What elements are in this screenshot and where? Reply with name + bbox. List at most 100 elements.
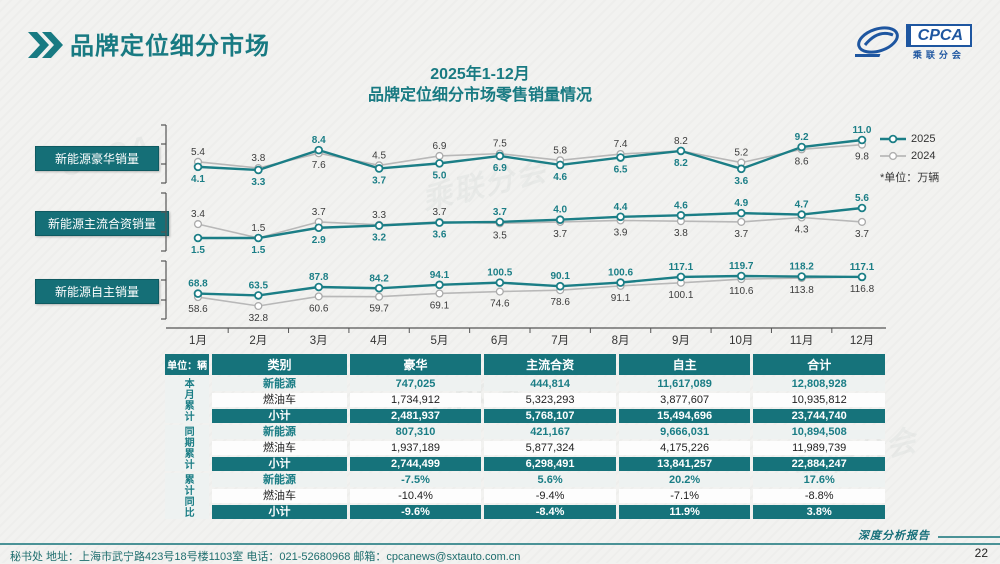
table-cell: 20.2%: [618, 473, 751, 487]
data-point-2025: [555, 160, 565, 170]
data-point-2024: [737, 217, 746, 226]
data-point-2025: [736, 208, 746, 218]
data-point-2025: [495, 217, 505, 227]
table-cell: 小计: [212, 457, 347, 471]
table-column-header: 豪华: [349, 354, 482, 375]
data-label-2024: 3.8: [251, 153, 265, 164]
data-point-2025: [314, 223, 324, 233]
table-row: 小计 2,744,499 6,298,491 13,841,257 22,884,247: [165, 457, 885, 471]
category-box-domestic: 新能源自主销量: [35, 279, 159, 304]
data-label-2025: 6.5: [614, 165, 628, 176]
table-cell: 小计: [212, 505, 347, 519]
legend-marker-2025: [880, 134, 906, 143]
data-point-2025: [374, 283, 384, 293]
category-box-luxury: 新能源豪华销量: [35, 146, 159, 171]
data-label-2025: 94.1: [430, 270, 450, 281]
data-point-2024: [495, 287, 504, 296]
data-label-2025: 4.1: [191, 174, 205, 185]
legend-marker-2024: [880, 151, 906, 160]
data-label-2024: 110.6: [729, 286, 754, 297]
table-cell: 5.6%: [484, 473, 616, 487]
data-point-2025: [435, 280, 444, 290]
table-cell: 11,617,089: [618, 377, 751, 391]
data-label-2025: 9.2: [795, 132, 809, 143]
data-label-2025: 117.1: [850, 262, 875, 273]
table-cell: 9,666,031: [618, 425, 751, 439]
table-row: 同期累计 新能源 807,310 421,167 9,666,031 10,894,508: [165, 425, 885, 471]
chart-legend: 2025 2024: [880, 130, 935, 164]
table-cell: -8.8%: [753, 489, 885, 503]
table-cell: 6,298,491: [484, 457, 616, 471]
data-label-2024: 91.1: [611, 293, 631, 304]
legend-label-2024: 2024: [911, 149, 936, 162]
x-axis-label: 7月: [551, 335, 569, 347]
x-axis-label: 2月: [249, 335, 267, 347]
table-row: 本月累计 新能源 747,025 444,814 11,617,089 12,808,92…: [165, 377, 885, 423]
data-label-2025: 68.8: [188, 279, 208, 290]
table-column-header: 类别: [212, 354, 347, 375]
data-label-2025: 1.5: [191, 245, 205, 256]
data-label-2024: 69.1: [430, 300, 450, 311]
table-group-label: 本月累计: [165, 377, 210, 423]
chart-title-line2: 品牌定位细分市场零售销量情况: [367, 87, 592, 104]
data-label-2024: 3.5: [493, 230, 507, 241]
table-cell: 747,025: [349, 377, 482, 391]
data-label-2025: 63.5: [249, 280, 269, 291]
table-cell: 13,841,257: [618, 457, 751, 471]
table-group-label: 同期累计: [165, 425, 210, 471]
data-point-2025: [676, 272, 686, 282]
data-point-2024: [435, 151, 444, 161]
table-cell: -7.5%: [349, 473, 482, 487]
table-cell: 5,768,107: [484, 409, 616, 423]
data-label-2024: 8.6: [795, 156, 809, 167]
series-line-2025: [197, 274, 863, 297]
x-axis-label: 1月: [189, 335, 207, 347]
report-label: 深度分析报告: [858, 530, 930, 542]
data-point-2024: [314, 292, 323, 301]
table-cell: 807,310: [349, 425, 482, 439]
data-label-2024: 3.8: [674, 228, 688, 239]
data-label-2024: 1.5: [251, 223, 265, 234]
data-label-2024: 3.4: [191, 209, 205, 220]
data-point-2025: [374, 221, 384, 230]
table-row: 燃油车 1,734,912 5,323,293 3,877,607 10,935,812: [165, 393, 885, 407]
data-point-2025: [435, 159, 444, 168]
data-label-2024: 5.8: [553, 145, 567, 156]
data-point-2025: [374, 164, 384, 173]
data-label-2024: 59.7: [369, 304, 389, 315]
data-label-2024: 9.8: [855, 152, 869, 163]
x-axis-label: 4月: [370, 335, 388, 347]
table-cell: 12,808,928: [753, 377, 885, 391]
table-cell: 15,494,696: [618, 409, 751, 423]
data-label-2025: 4.6: [674, 200, 688, 211]
data-label-2024: 58.6: [188, 304, 208, 315]
data-point-2025: [314, 282, 324, 292]
line-charts: 4.1 5.4 3.3 3.8 8.4 7.6 3.7 4.5 5.0 6.9 6.9 7.5 4.6 5…: [161, 124, 886, 347]
data-point-2025: [616, 212, 625, 222]
data-label-2025: 3.3: [251, 177, 265, 188]
table-cell: -8.4%: [484, 505, 616, 519]
data-label-2024: 100.1: [668, 290, 693, 301]
data-point-2025: [193, 289, 203, 298]
data-label-2025: 5.6: [855, 193, 869, 204]
footer-divider: [0, 543, 1000, 545]
table-cell: -9.4%: [484, 489, 616, 503]
data-point-2025: [676, 211, 686, 220]
table-cell: -7.1%: [618, 489, 751, 503]
table-cell: 燃油车: [212, 441, 347, 455]
summary-table: 单位：辆 类别 豪华 主流合资 自主 合计 本月累计 新能源 747,025 444,814 11,…: [162, 352, 888, 521]
table-cell: 燃油车: [212, 393, 347, 407]
data-point-2024: [254, 301, 263, 311]
table-cell: 1,937,189: [349, 441, 482, 455]
data-label-2025: 90.1: [550, 271, 570, 282]
summary-table-wrap: 单位：辆 类别 豪华 主流合资 自主 合计 本月累计 新能源 747,025 444,814 11,…: [162, 352, 888, 521]
table-cell: 新能源: [212, 425, 347, 439]
data-label-2025: 8.2: [674, 158, 688, 169]
footer-contact: 秘书处 地址：上海市武宁路423号18号楼1103室 电话：021-526809…: [10, 551, 521, 563]
data-label-2024: 113.8: [789, 285, 814, 296]
series-line-2024: [197, 276, 863, 307]
cpca-logo: CPCA 乘联分会: [854, 24, 972, 61]
data-point-2024: [375, 292, 384, 301]
table-row: 燃油车 1,937,189 5,877,324 4,175,226 11,989,739: [165, 441, 885, 455]
